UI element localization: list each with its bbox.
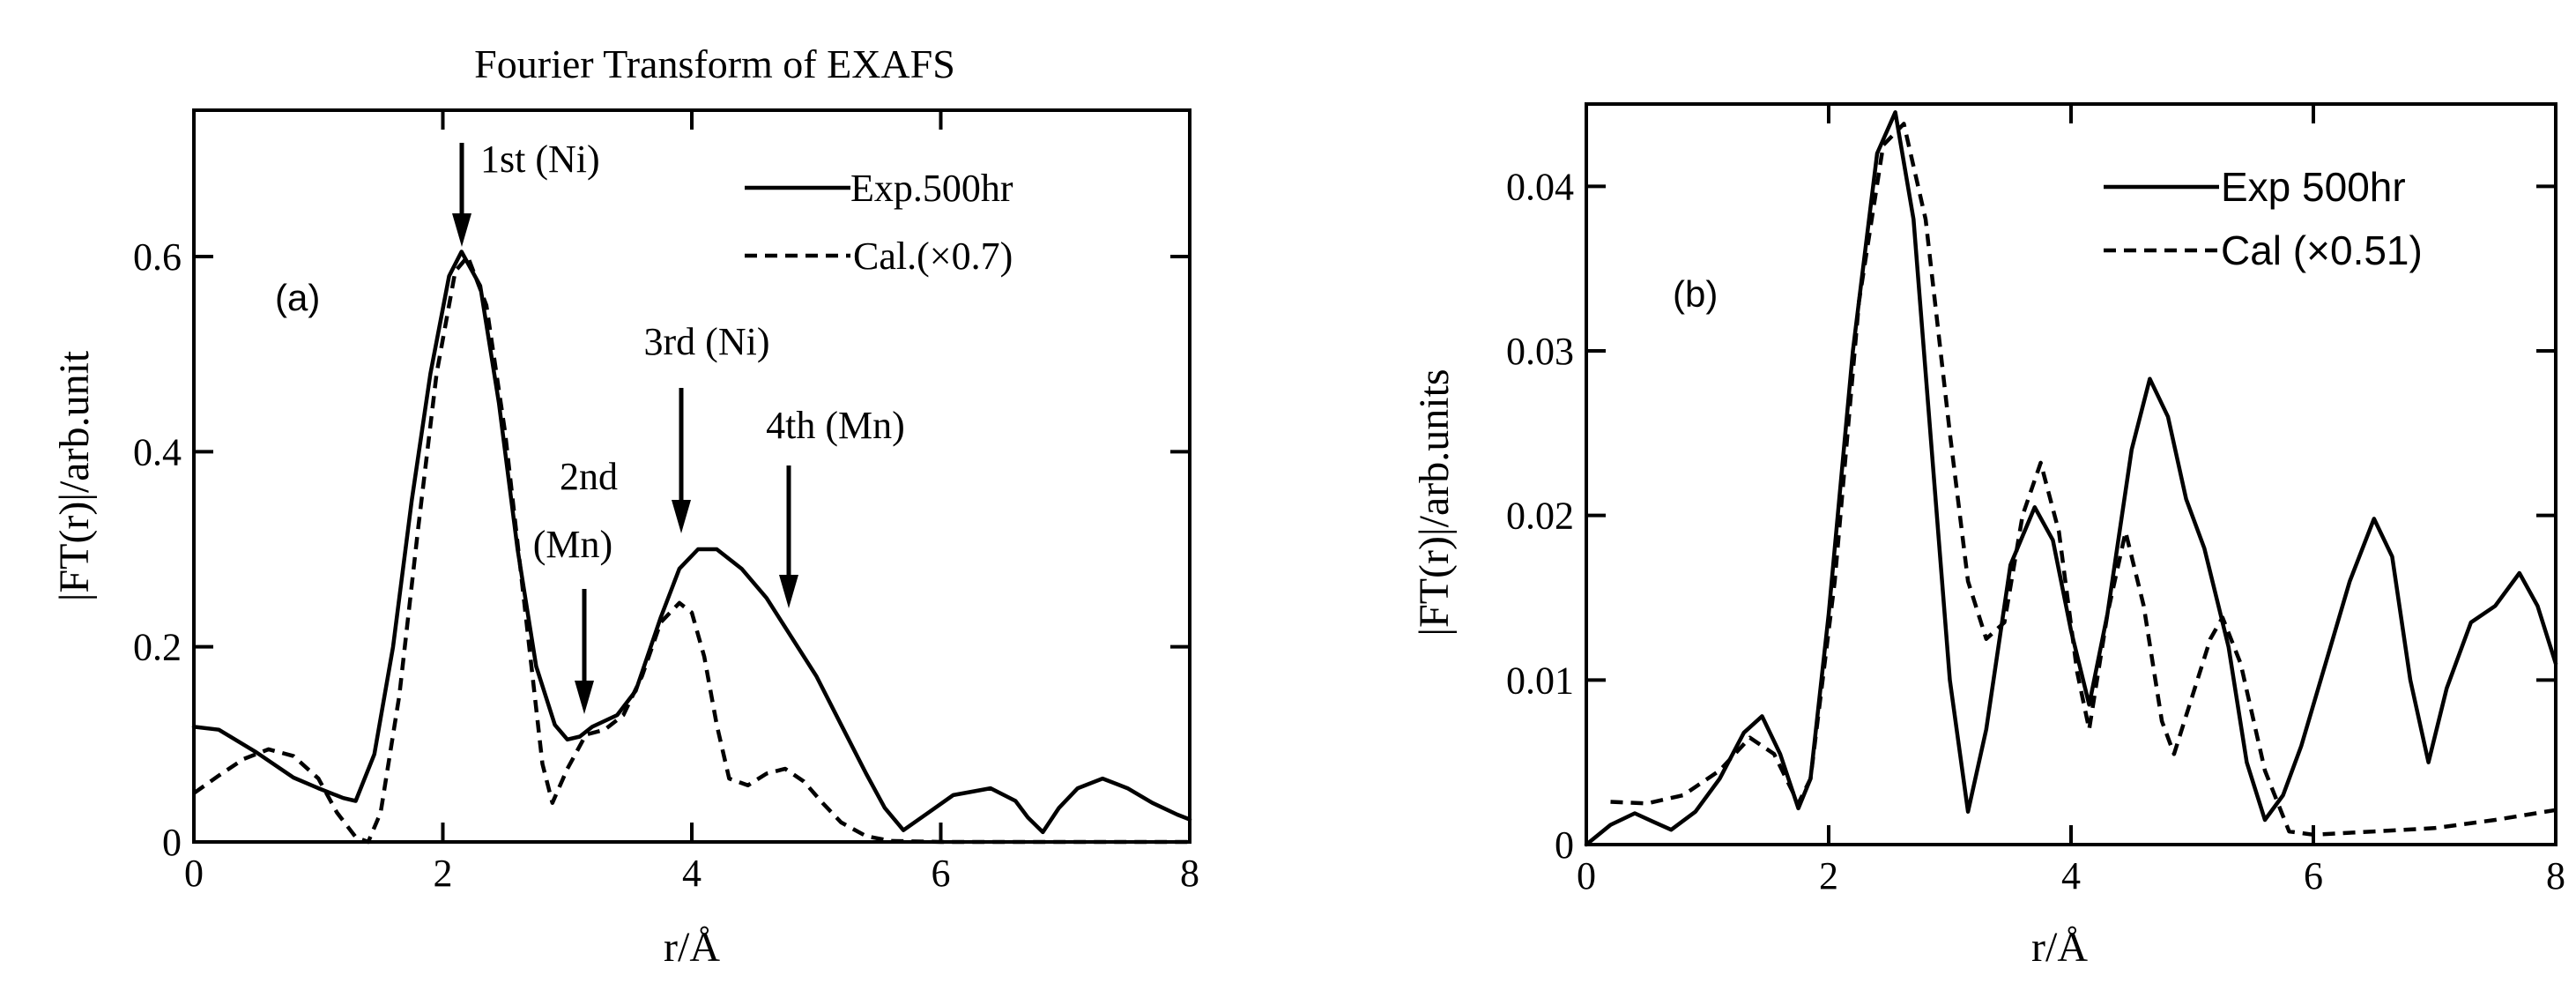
panel-a-legend-exp-label: Exp.500hr: [850, 167, 1013, 210]
annotation-3rd-ni: 3rd (Ni): [644, 320, 770, 363]
arrow-2nd-head: [575, 681, 594, 714]
panel-a-plot-area: [191, 249, 1192, 845]
x-tick-label: 2: [434, 852, 453, 895]
panel-a-title: Fourier Transform of EXAFS: [474, 41, 955, 86]
panel-a-panel-label: (a): [275, 277, 320, 318]
arrow-1st-head: [452, 213, 471, 247]
panel-b-x-tick-labels: 0 2 4 6 8: [1577, 854, 2565, 897]
y-tick-label: 0.6: [133, 235, 182, 279]
annotation-4th-mn: 4th (Mn): [766, 404, 905, 447]
x-tick-label: 6: [932, 852, 951, 895]
arrow-3rd-head: [672, 500, 691, 533]
x-tick-label: 0: [184, 852, 204, 895]
y-tick-label: 0.02: [1506, 495, 1574, 538]
panel-a-x-axis-label: r/Å: [664, 924, 720, 971]
panel-b-legend: Exp 500hr Cal (×0.51): [2104, 164, 2423, 273]
y-tick-label: 0.2: [133, 626, 182, 669]
y-tick-label: 0.04: [1506, 165, 1574, 208]
panel-a-annotations: 1st (Ni) 2nd (Mn) 3rd (Ni) 4th (Mn): [452, 138, 905, 714]
arrow-4th-head: [779, 575, 798, 608]
panel-b-chart: 0 2 4 6 8 0 0.01 0.02 0.03 0.04 r/Å |FT(r)|/arb.…: [1411, 102, 2565, 971]
panel-a-ticks: [192, 110, 1191, 844]
y-tick-label: 0.01: [1506, 659, 1574, 702]
series-cal-line: [192, 254, 1190, 845]
panel-b-x-axis-label: r/Å: [2031, 924, 2088, 971]
panel-b-ticks: [1585, 104, 2557, 846]
x-tick-label: 8: [2546, 854, 2565, 897]
y-tick-label: 0.4: [133, 430, 182, 473]
panel-b-plot-area: [1584, 110, 2558, 847]
panel-a-legend-cal-label: Cal.(×0.7): [853, 235, 1013, 278]
panel-a-frame: [192, 108, 1191, 844]
panel-b-legend-exp-label: Exp 500hr: [2221, 164, 2406, 210]
panel-a-y-tick-labels: 0 0.2 0.4 0.6: [133, 235, 182, 864]
panel-b-panel-label: (b): [1673, 273, 1718, 315]
x-tick-label: 2: [1819, 854, 1838, 897]
series-exp-line: [191, 249, 1192, 835]
panel-a-legend: Exp.500hr Cal.(×0.7): [745, 167, 1013, 278]
y-tick-label: 0: [162, 821, 182, 864]
panel-b-frame: [1585, 102, 2557, 846]
x-tick-label: 4: [2061, 854, 2081, 897]
x-tick-label: 4: [682, 852, 702, 895]
annotation-1st-ni: 1st (Ni): [480, 138, 600, 181]
panel-a-y-axis-label: |FT(r)|/arb.unit: [51, 350, 98, 601]
panel-b-legend-cal-label: Cal (×0.51): [2221, 227, 2423, 273]
y-tick-label: 0: [1555, 823, 1574, 867]
series-exp-line: [1584, 110, 2558, 847]
panel-b-y-tick-labels: 0 0.01 0.02 0.03 0.04: [1506, 165, 1574, 867]
annotation-2nd: 2nd: [560, 455, 618, 498]
panel-a-x-tick-labels: 0 2 4 6 8: [184, 852, 1199, 895]
series-cal-line: [1610, 122, 2557, 838]
x-tick-label: 8: [1180, 852, 1199, 895]
y-tick-label: 0.03: [1506, 330, 1574, 373]
x-tick-label: 6: [2304, 854, 2323, 897]
panel-a-chart: Fourier Transform of EXAFS 0 2 4 6 8 0 0.2 0.4…: [51, 41, 1199, 971]
x-tick-label: 0: [1577, 854, 1596, 897]
annotation-2nd-mn: (Mn): [533, 523, 612, 566]
panel-b-y-axis-label: |FT(r)|/arb.units: [1411, 369, 1458, 636]
